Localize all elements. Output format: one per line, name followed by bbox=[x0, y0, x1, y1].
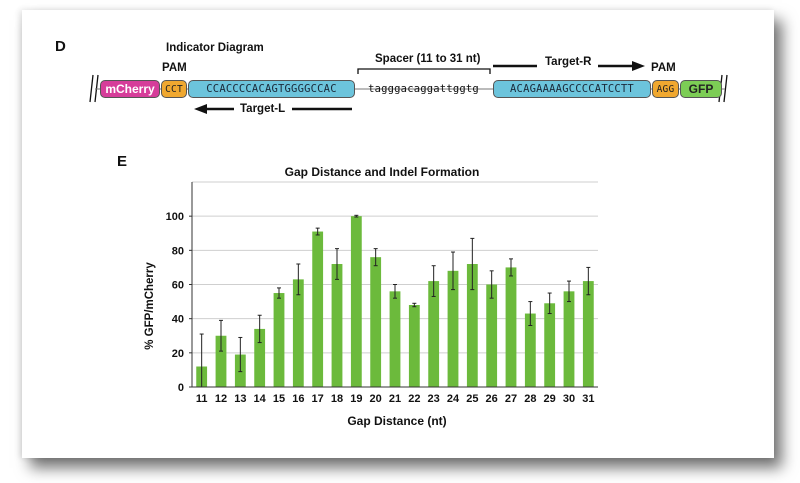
y-axis-label: % GFP/mCherry bbox=[144, 262, 156, 350]
spacer-sequence: tagggacaggattggtg bbox=[368, 83, 479, 95]
y-tick-label: 80 bbox=[172, 245, 184, 257]
x-tick-label: 13 bbox=[234, 393, 246, 405]
x-tick-label: 21 bbox=[389, 393, 401, 405]
x-tick-label: 12 bbox=[215, 393, 227, 405]
y-tick-label: 0 bbox=[178, 382, 184, 394]
bar bbox=[408, 305, 420, 387]
bar bbox=[505, 267, 517, 387]
bar bbox=[389, 291, 401, 387]
x-tick-label: 14 bbox=[254, 393, 267, 405]
y-tick-label: 20 bbox=[172, 348, 184, 360]
x-tick-label: 18 bbox=[331, 393, 343, 405]
pam-cct-block: CCT bbox=[161, 80, 187, 98]
x-tick-label: 15 bbox=[273, 393, 285, 405]
x-tick-label: 11 bbox=[196, 393, 208, 405]
bar bbox=[312, 231, 324, 387]
gfp-block: GFP bbox=[680, 80, 722, 98]
chart-title: Gap Distance and Indel Formation bbox=[285, 165, 480, 179]
spacer-bracket bbox=[357, 68, 491, 74]
y-tick-label: 60 bbox=[172, 280, 184, 292]
bar bbox=[486, 284, 498, 387]
target-r-label: Target-R bbox=[545, 56, 592, 68]
x-tick-label: 22 bbox=[408, 393, 420, 405]
bar bbox=[447, 270, 459, 387]
panel-e-letter: E bbox=[117, 153, 128, 170]
bar bbox=[292, 279, 304, 387]
target-l-label: Target-L bbox=[240, 103, 286, 115]
bar bbox=[544, 303, 556, 387]
pam-right-label: PAM bbox=[651, 62, 676, 74]
indicator-diagram-title: Indicator Diagram bbox=[166, 42, 264, 54]
mcherry-block: mCherry bbox=[100, 80, 160, 98]
target-l-sequence: CCACCCCACAGTGGGGCCAC bbox=[188, 80, 355, 98]
x-tick-label: 23 bbox=[428, 393, 440, 405]
target-r-sequence: ACAGAAAAGCCCCATCCTT bbox=[493, 80, 651, 98]
break-mark-left-1 bbox=[89, 74, 94, 103]
bar bbox=[370, 257, 382, 387]
x-tick-label: 25 bbox=[466, 393, 478, 405]
bar bbox=[350, 216, 362, 387]
pam-agg-block: AGG bbox=[652, 80, 679, 98]
x-tick-label: 31 bbox=[582, 393, 594, 405]
bar bbox=[254, 328, 266, 387]
panel-d-letter: D bbox=[55, 38, 66, 55]
x-tick-label: 27 bbox=[505, 393, 517, 405]
bars-layer bbox=[196, 214, 594, 388]
x-tick-label: 28 bbox=[524, 393, 536, 405]
x-axis-label: Gap Distance (nt) bbox=[347, 414, 446, 428]
bar bbox=[582, 281, 594, 387]
x-tick-label: 30 bbox=[563, 393, 575, 405]
pam-left-label: PAM bbox=[162, 62, 187, 74]
x-tick-label: 24 bbox=[447, 393, 460, 405]
target-r-arrowhead bbox=[632, 61, 645, 71]
y-tick-label: 40 bbox=[172, 314, 184, 326]
x-tick-label: 29 bbox=[544, 393, 556, 405]
target-l-arrowhead bbox=[194, 104, 207, 114]
spacer-label: Spacer (11 to 31 nt) bbox=[375, 53, 481, 65]
x-tick-label: 16 bbox=[292, 393, 304, 405]
bar bbox=[273, 293, 285, 387]
bar bbox=[428, 281, 440, 387]
bar bbox=[466, 264, 478, 387]
axis-layer: 0 20 40 60 80 100 11 12 13 14 15 16 17 18 19 20 21 22 23 24… bbox=[166, 182, 598, 405]
bar bbox=[563, 291, 575, 387]
bar bbox=[331, 264, 343, 387]
break-mark-right-2 bbox=[723, 74, 728, 103]
bar bbox=[524, 313, 536, 387]
x-tick-label: 20 bbox=[370, 393, 382, 405]
x-tick-label: 19 bbox=[350, 393, 362, 405]
y-tick-label: 100 bbox=[166, 211, 184, 223]
x-tick-label: 26 bbox=[486, 393, 498, 405]
bar bbox=[215, 335, 227, 387]
x-tick-label: 17 bbox=[312, 393, 324, 405]
